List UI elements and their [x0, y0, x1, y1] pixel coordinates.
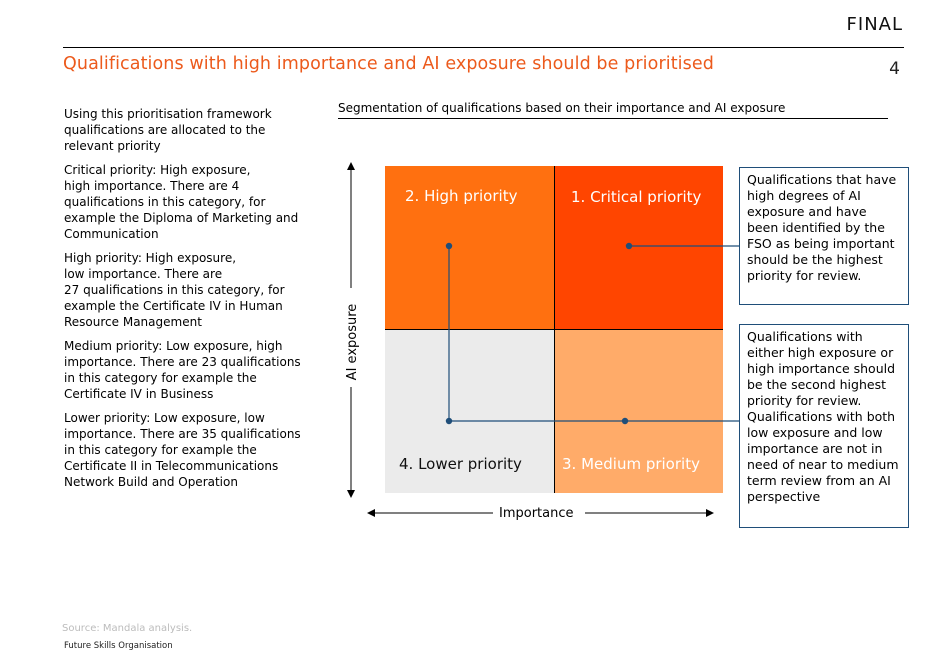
- quadrant-critical-label: 1. Critical priority: [571, 188, 702, 206]
- diagram-subtitle: Segmentation of qualifications based on …: [338, 101, 888, 119]
- connector-lower-dot: [445, 417, 453, 425]
- connector-medium-dot: [621, 417, 629, 425]
- connector-high-dot: [445, 242, 453, 250]
- quadrant-medium-label: 3. Medium priority: [562, 455, 700, 473]
- left-text-panel: Using this prioritisation framework qual…: [64, 106, 302, 498]
- connector-critical-dot: [625, 242, 633, 250]
- quadrant-lower-label: 4. Lower priority: [399, 455, 522, 473]
- page-number: 4: [889, 59, 900, 79]
- status-label: FINAL: [846, 14, 903, 35]
- page-title: Qualifications with high importance and …: [63, 54, 714, 74]
- x-axis-label: Importance: [493, 506, 580, 521]
- quadrant-lower-priority: 4. Lower priority: [385, 329, 554, 493]
- source-note: Source: Mandala analysis.: [62, 623, 193, 634]
- organisation-name: Future Skills Organisation: [64, 641, 173, 651]
- quadrant-high-label: 2. High priority: [405, 187, 518, 205]
- quadrant-high-priority: 2. High priority: [385, 166, 554, 329]
- callout-secondary: Qualifications with either high exposure…: [739, 324, 909, 528]
- high-priority-paragraph: High priority: High exposure, low import…: [64, 251, 285, 329]
- header-rule: [63, 47, 904, 48]
- lower-priority-paragraph: Lower priority: Low exposure, low import…: [64, 411, 301, 489]
- quadrant-medium-priority: 3. Medium priority: [554, 329, 723, 493]
- critical-priority-paragraph: Critical priority: High exposure, high i…: [64, 163, 299, 241]
- callout-critical: Qualifications that have high degrees of…: [739, 167, 909, 305]
- intro-paragraph: Using this prioritisation framework qual…: [64, 107, 272, 153]
- y-axis-label: AI exposure: [345, 297, 361, 387]
- medium-priority-paragraph: Medium priority: Low exposure, high impo…: [64, 339, 301, 401]
- quadrant-critical-priority: 1. Critical priority: [554, 166, 723, 329]
